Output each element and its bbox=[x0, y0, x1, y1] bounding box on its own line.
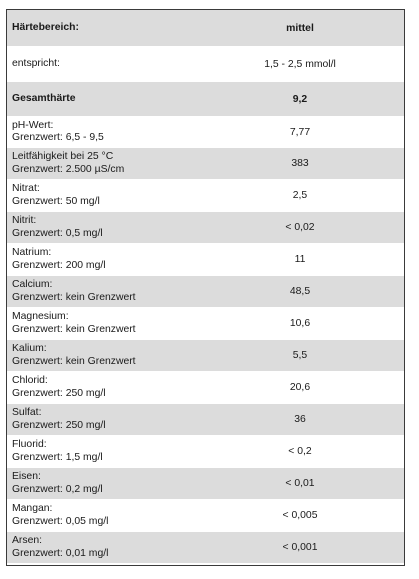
table-row: Leitfähigkeit bei 25 °C Grenzwert: 2.500 … bbox=[7, 147, 404, 179]
measured-value: 1,5 - 2,5 mmol/l bbox=[264, 58, 336, 70]
parameter-cell: pH-Wert: Grenzwert: 6,5 - 9,5 bbox=[7, 117, 196, 147]
limit-value: Grenzwert: 250 mg/l bbox=[12, 419, 106, 431]
parameter-cell: Fluorid: Grenzwert: 1,5 mg/l bbox=[7, 436, 196, 467]
limit-value: Grenzwert: 50 mg/l bbox=[12, 195, 100, 207]
parameter-cell: Eisen: Grenzwert: 0,2 mg/l bbox=[7, 468, 196, 499]
measured-value: 10,6 bbox=[289, 318, 311, 329]
measured-value: mittel bbox=[286, 22, 314, 34]
parameter-cell: Gesamthärte bbox=[7, 82, 196, 116]
table-row: Calcium: Grenzwert: kein Grenzwert 48,5 bbox=[7, 275, 404, 307]
measured-value: 7,77 bbox=[289, 126, 311, 138]
parameter-cell: Magnesium: Grenzwert: kein Grenzwert bbox=[7, 308, 196, 339]
parameter-cell: Calcium: Grenzwert: kein Grenzwert bbox=[7, 276, 196, 307]
parameter-name: Härtebereich: bbox=[12, 21, 79, 33]
table-body: Härtebereich: mittel entspricht: 1,5 - 2,5 … bbox=[7, 10, 404, 563]
parameter-cell: Mangan: Grenzwert: 0,05 mg/l bbox=[7, 500, 196, 531]
limit-value: Grenzwert: 200 mg/l bbox=[12, 259, 106, 271]
parameter-name: Chlorid: bbox=[12, 375, 48, 387]
measured-value: 383 bbox=[291, 158, 309, 169]
limit-value: Grenzwert: 0,01 mg/l bbox=[12, 547, 109, 559]
parameter-cell: Arsen: Grenzwert: 0,01 mg/l bbox=[7, 532, 196, 563]
table-row: Magnesium: Grenzwert: kein Grenzwert 10,6 bbox=[7, 307, 404, 339]
limit-value: Grenzwert: 2.500 µS/cm bbox=[12, 163, 125, 175]
limit-value: Grenzwert: 1,5 mg/l bbox=[12, 451, 103, 463]
measured-value: 11 bbox=[294, 254, 306, 265]
measured-value: < 0,01 bbox=[285, 478, 315, 489]
table-row: Eisen: Grenzwert: 0,2 mg/l < 0,01 bbox=[7, 467, 404, 499]
limit-value: Grenzwert: 0,5 mg/l bbox=[12, 227, 103, 239]
parameter-name: entspricht: bbox=[12, 57, 60, 69]
limit-value: Grenzwert: 0,05 mg/l bbox=[12, 515, 109, 527]
limit-value: Grenzwert: 0,2 mg/l bbox=[12, 483, 103, 495]
measured-value: 2,5 bbox=[292, 190, 308, 201]
table-row: Chlorid: Grenzwert: 250 mg/l 20,6 bbox=[7, 371, 404, 403]
parameter-name: Mangan: bbox=[12, 503, 53, 515]
measured-value: < 0,02 bbox=[285, 222, 315, 233]
parameter-name: Nitrat: bbox=[12, 183, 40, 195]
parameter-name: Leitfähigkeit bei 25 °C bbox=[12, 151, 114, 163]
parameter-cell: Natrium: Grenzwert: 200 mg/l bbox=[7, 244, 196, 275]
parameter-cell: Kalium: Grenzwert: kein Grenzwert bbox=[7, 340, 196, 371]
parameter-name: Gesamthärte bbox=[12, 92, 76, 104]
limit-value: Grenzwert: kein Grenzwert bbox=[12, 291, 136, 303]
limit-value: Grenzwert: 6,5 - 9,5 bbox=[12, 132, 104, 143]
table-row: Arsen: Grenzwert: 0,01 mg/l < 0,001 bbox=[7, 531, 404, 563]
table-row: Kalium: Grenzwert: kein Grenzwert 5,5 bbox=[7, 339, 404, 371]
parameter-name: Calcium: bbox=[12, 279, 53, 291]
limit-value: Grenzwert: kein Grenzwert bbox=[12, 355, 136, 367]
table-row: entspricht: 1,5 - 2,5 mmol/l bbox=[7, 46, 404, 81]
parameter-cell: entspricht: bbox=[7, 47, 196, 81]
parameter-name: Kalium: bbox=[12, 343, 47, 355]
parameter-cell: Nitrit: Grenzwert: 0,5 mg/l bbox=[7, 212, 196, 243]
table-row: Härtebereich: mittel bbox=[7, 10, 404, 46]
table-row: Gesamthärte 9,2 bbox=[7, 81, 404, 116]
table-row: Nitrit: Grenzwert: 0,5 mg/l < 0,02 bbox=[7, 211, 404, 243]
parameter-cell: Nitrat: Grenzwert: 50 mg/l bbox=[7, 180, 196, 211]
parameter-name: Sulfat: bbox=[12, 407, 42, 419]
parameter-cell: Härtebereich: bbox=[7, 10, 196, 46]
limit-value: Grenzwert: kein Grenzwert bbox=[12, 323, 136, 335]
table-row: Nitrat: Grenzwert: 50 mg/l 2,5 bbox=[7, 179, 404, 211]
parameter-name: Eisen: bbox=[12, 471, 41, 483]
water-analysis-table: Härtebereich: mittel entspricht: 1,5 - 2,5 … bbox=[6, 9, 405, 566]
measured-value: 9,2 bbox=[292, 93, 308, 105]
limit-value: Grenzwert: 250 mg/l bbox=[12, 387, 106, 399]
measured-value: < 0,005 bbox=[282, 510, 318, 521]
parameter-name: Arsen: bbox=[12, 535, 43, 547]
table-row: Mangan: Grenzwert: 0,05 mg/l < 0,005 bbox=[7, 499, 404, 531]
measured-value: 36 bbox=[294, 414, 306, 425]
measured-value: < 0,001 bbox=[282, 542, 318, 553]
table-row: Sulfat: Grenzwert: 250 mg/l 36 bbox=[7, 403, 404, 435]
parameter-name: Natrium: bbox=[12, 247, 52, 259]
parameter-cell: Chlorid: Grenzwert: 250 mg/l bbox=[7, 372, 196, 403]
parameter-cell: Sulfat: Grenzwert: 250 mg/l bbox=[7, 404, 196, 435]
parameter-name: pH-Wert: bbox=[12, 119, 54, 131]
measured-value: 20,6 bbox=[289, 382, 311, 393]
table-row: Fluorid: Grenzwert: 1,5 mg/l < 0,2 bbox=[7, 435, 404, 467]
parameter-name: Nitrit: bbox=[12, 215, 37, 227]
measured-value: 5,5 bbox=[292, 350, 308, 361]
measured-value: 48,5 bbox=[289, 286, 311, 297]
parameter-name: Fluorid: bbox=[12, 439, 47, 451]
table-row: pH-Wert: Grenzwert: 6,5 - 9,5 7,77 bbox=[7, 116, 404, 147]
measured-value: < 0,2 bbox=[288, 446, 312, 457]
parameter-name: Magnesium: bbox=[12, 311, 69, 323]
parameter-cell: Leitfähigkeit bei 25 °C Grenzwert: 2.500 … bbox=[7, 148, 196, 179]
table-row: Natrium: Grenzwert: 200 mg/l 11 bbox=[7, 243, 404, 275]
